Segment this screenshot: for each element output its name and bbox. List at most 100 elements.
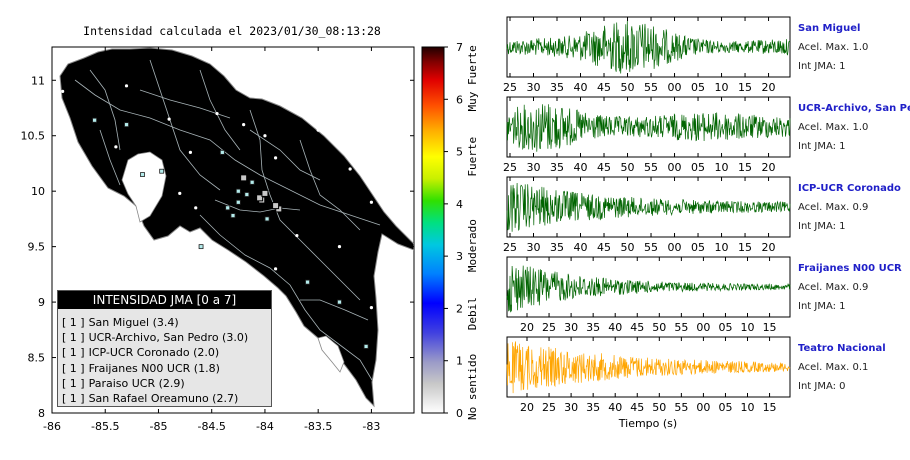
map-x-tick-label: -83.5	[304, 420, 332, 433]
waveform-panel: 20 25 30 35 40 45 50 55 00 05 10 15	[507, 337, 790, 414]
colorbar-tick-label: 4	[456, 198, 463, 211]
station-jma-intensity: Int JMA: 1	[798, 141, 846, 152]
waveform-tick-label: 05	[718, 401, 732, 414]
waveform-tick-label: 45	[597, 81, 611, 94]
station-marker	[265, 217, 269, 221]
time-axis-label: Tiempo (s)	[618, 417, 677, 430]
waveform-tick-label: 50	[621, 161, 635, 174]
waveform-tick-label: 45	[597, 241, 611, 254]
station-jma-intensity: Int JMA: 1	[798, 61, 846, 72]
waveform-tick-label: 55	[644, 81, 658, 94]
map-title: Intensidad calculada el 2023/01/30_08:13…	[83, 24, 381, 38]
waveform-tick-label: 40	[574, 241, 588, 254]
station-marker	[337, 300, 341, 304]
map-y-tick-label: 11	[31, 74, 45, 87]
legend-item-marker: [ 1 ]	[62, 316, 85, 329]
waveform-tick-label: 15	[738, 241, 752, 254]
station-marker	[125, 123, 129, 127]
intensity-marker-3	[241, 175, 247, 181]
city-dot	[349, 167, 352, 170]
station-accel-max: Acel. Max. 0.9	[798, 202, 868, 213]
station-marker	[231, 214, 235, 218]
city-dot	[370, 306, 373, 309]
waveform-tick-label: 15	[738, 161, 752, 174]
waveform-tick-label: 40	[574, 161, 588, 174]
waveform-tick-label: 10	[715, 161, 729, 174]
waveform-tick-label: 50	[621, 241, 635, 254]
map-x-tick-label: -85	[149, 420, 167, 433]
waveform-tick-label: 35	[550, 81, 564, 94]
waveform-tick-label: 10	[715, 81, 729, 94]
map-x-tick-label: -84	[256, 420, 274, 433]
legend-title: INTENSIDAD JMA [0 a 7]	[58, 291, 271, 309]
city-dot	[242, 123, 245, 126]
intensity-colorbar	[422, 47, 444, 413]
waveform-tick-label: 00	[696, 321, 710, 334]
colorbar-tick-label: 1	[456, 355, 463, 368]
legend-item-label: ICP-UCR Coronado (2.0)	[89, 346, 220, 359]
colorbar-tick-label: 3	[456, 250, 463, 263]
intensity-legend: INTENSIDAD JMA [0 a 7] [ 1 ] San Miguel (…	[57, 290, 272, 407]
legend-item-label: UCR-Archivo, San Pedro (3.0)	[89, 331, 249, 344]
map-x-tick-label: -83	[362, 420, 380, 433]
waveform-tick-label: 55	[644, 161, 658, 174]
waveform-tick-label: 30	[564, 321, 578, 334]
map-x-tick-label: -85.5	[91, 420, 119, 433]
legend-item: [ 1 ] ICP-UCR Coronado (2.0)	[62, 345, 271, 360]
station-marker	[226, 206, 230, 210]
station-accel-max: Acel. Max. 0.1	[798, 362, 868, 373]
legend-item: [ 1 ] Paraiso UCR (2.9)	[62, 376, 271, 391]
waveform-tick-label: 05	[691, 81, 705, 94]
waveform-panel: 25 30 35 40 45 50 55 00 05 10 15 20	[503, 97, 790, 174]
waveform-tick-label: 20	[520, 401, 534, 414]
waveform-tick-label: 00	[696, 401, 710, 414]
legend-item-marker: [ 1 ]	[62, 392, 85, 405]
waveform-panel: 25 30 35 40 45 50 55 00 05 10 15 20	[503, 17, 790, 94]
waveform-tick-label: 00	[668, 161, 682, 174]
map-y-tick-label: 8.5	[28, 352, 46, 365]
colorbar-tick-label: 7	[456, 41, 463, 54]
station-marker	[236, 200, 240, 204]
map-y-tick-label: 9	[38, 296, 45, 309]
intensity-marker-5	[273, 203, 279, 209]
waveform-tick-label: 50	[652, 321, 666, 334]
station-name: Teatro Nacional	[798, 343, 910, 354]
waveform-panels: 25 30 35 40 45 50 55 00 05 10 15 20 25 30 35 40 45 50 55 00…	[503, 17, 790, 414]
waveform-tick-label: 25	[542, 401, 556, 414]
waveform-tick-label: 45	[630, 401, 644, 414]
waveform-panel: 25 30 35 40 45 50 55 00 05 10 15 20	[503, 177, 790, 254]
waveform-tick-label: 05	[691, 241, 705, 254]
station-name: San Miguel	[798, 23, 910, 34]
city-dot	[370, 201, 373, 204]
city-dot	[168, 117, 171, 120]
legend-item-label: Fraijanes N00 UCR (1.8)	[89, 362, 220, 375]
city-dot	[125, 84, 128, 87]
intensity-report: Intensidad calculada el 2023/01/30_08:13…	[0, 0, 910, 460]
legend-item-label: San Rafael Oreamuno (2.7)	[89, 392, 239, 405]
waveform-tick-label: 00	[668, 81, 682, 94]
waveform-tick-label: 15	[763, 321, 777, 334]
waveform-tick-label: 35	[550, 241, 564, 254]
waveform-tick-label: 25	[503, 241, 517, 254]
intensity-marker-2	[262, 190, 268, 196]
city-dot	[189, 151, 192, 154]
waveform-tick-label: 35	[550, 161, 564, 174]
map-y-tick-label: 8	[38, 407, 45, 420]
waveform-tick-label: 55	[674, 401, 688, 414]
map-y-tick-label: 9.5	[28, 241, 46, 254]
station-marker	[220, 150, 224, 154]
colorbar-tick-label: 5	[456, 146, 463, 159]
legend-item-marker: [ 1 ]	[62, 377, 85, 390]
city-dot	[295, 234, 298, 237]
waveform-tick-label: 25	[503, 81, 517, 94]
waveform-tick-label: 05	[691, 161, 705, 174]
map-y-tick-label: 10	[31, 185, 45, 198]
station-marker	[199, 245, 203, 249]
waveform-tick-label: 05	[718, 321, 732, 334]
station-marker	[141, 173, 145, 177]
legend-item: [ 1 ] San Miguel (3.4)	[62, 315, 271, 330]
legend-list: [ 1 ] San Miguel (3.4)[ 1 ] UCR-Archivo, S…	[58, 309, 271, 406]
waveform-tick-label: 20	[762, 241, 776, 254]
waveform-tick-label: 35	[586, 321, 600, 334]
city-dot	[317, 129, 320, 132]
